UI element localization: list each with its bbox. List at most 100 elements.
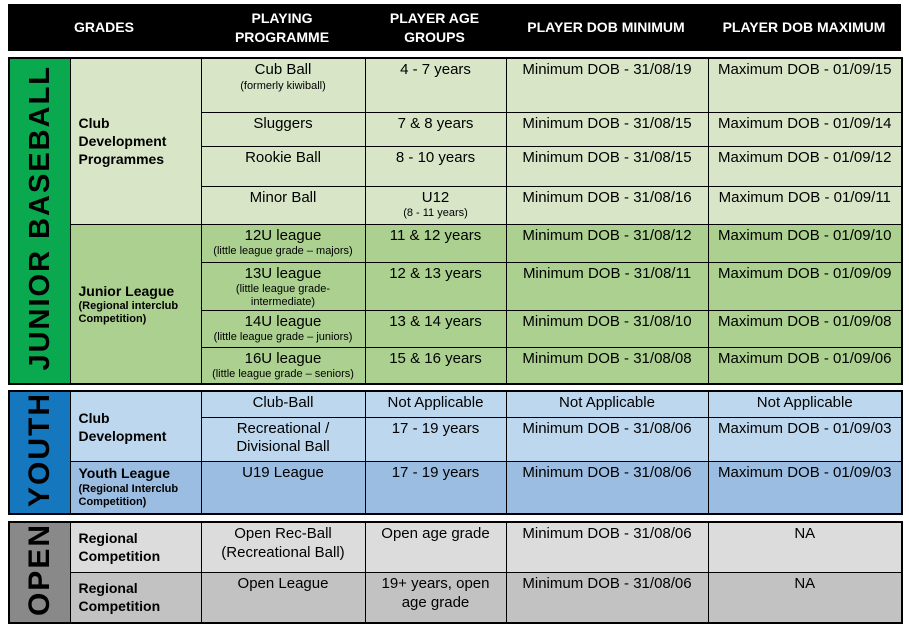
cell-playing-programme: Sluggers [200,111,366,147]
cell-dob-minimum: Minimum DOB - 31/08/12 [505,223,709,263]
cell-player-age-group: 7 & 8 years [364,111,507,147]
age-label: 15 & 16 years [389,349,482,367]
cell-dob-minimum: Minimum DOB - 31/08/15 [505,145,709,187]
junior-baseball-bar: JUNIOR BASEBALL [8,57,71,385]
dob-min-label: Not Applicable [559,394,655,412]
grade-sub-label: (Regional Interclub Competition) [78,482,179,508]
header-player-age-groups: PLAYER AGE GROUPS [389,9,480,45]
programme-sub-label: (little league grade-intermediate) [235,283,331,309]
grade-label: Club Development Programmes [78,114,167,168]
programme-sub-label: (Recreational Ball) [221,543,345,561]
dob-max-label: Maximum DOB - 01/09/15 [718,61,892,78]
table-row: YOUTH Club Development Club-Ball Not App… [8,390,903,515]
dob-max-label: Maximum DOB - 01/09/14 [718,114,892,132]
table-row: OPEN Regional Competition Open Rec-Ball(… [8,521,903,624]
table-row: Minor Ball U12 (8 - 11 years) Minimum DOB… [9,185,903,225]
grade-club-development: Club Development [69,390,202,463]
table-row: Junior League (Regional interclub Competi… [9,223,903,385]
cell-dob-minimum: Minimum DOB - 31/08/06 [505,571,709,624]
dob-max-label: Maximum DOB - 01/09/11 [718,188,891,206]
programme-label: 13U league [244,264,322,282]
age-label: 17 - 19 years [391,464,480,482]
cell-dob-minimum: Minimum DOB - 31/08/08 [505,346,709,385]
dob-max-label: Maximum DOB - 01/09/12 [718,148,892,166]
table-row: 13U league (little league grade-intermedi… [9,261,903,311]
table-row: Youth League (Regional Interclub Competit… [9,461,903,515]
programme-label: Recreational / Divisional Ball [236,419,330,456]
cell-dob-maximum: Maximum DOB - 01/09/03 [707,461,903,515]
programme-sub-label: (little league grade – juniors) [213,331,353,344]
programme-label: Sluggers [253,114,313,132]
programme-label: Rookie Ball [245,148,321,166]
junior-baseball-section: JUNIOR BASEBALL Club Development Program… [8,57,903,386]
cell-dob-maximum: NA [707,521,903,573]
dob-max-label: Maximum DOB - 01/09/03 [718,464,892,482]
age-label: 19+ years, open age grade [381,574,490,611]
grade-label: Club Development [78,409,167,444]
age-label: 8 - 10 years [395,148,476,166]
cell-dob-minimum: Not Applicable [505,390,709,418]
dob-max-label: Maximum DOB - 01/09/09 [718,264,892,282]
cell-player-age-group: U12 (8 - 11 years) [364,185,507,225]
cell-player-age-group: 13 & 14 years [364,309,507,348]
cell-dob-minimum: Minimum DOB - 31/08/19 [505,57,709,113]
cell-dob-maximum: Not Applicable [707,390,903,418]
programme-label: 16U league [244,349,322,367]
cell-playing-programme: Recreational / Divisional Ball [200,416,366,463]
age-label: 4 - 7 years [400,61,471,78]
cell-playing-programme: Rookie Ball [200,145,366,187]
dob-min-label: Minimum DOB - 31/08/06 [522,464,692,482]
cell-dob-maximum: Maximum DOB - 01/09/15 [707,57,903,113]
programme-label: Open League [237,574,329,592]
table-row: 14U league (little league grade – juniors… [9,309,903,348]
cell-player-age-group: Open age grade [364,521,507,573]
age-label: Not Applicable [387,394,484,412]
dob-min-label: Minimum DOB - 31/08/06 [522,524,692,542]
programme-label: 12U league [244,226,322,244]
programme-label: 14U league [244,312,322,330]
programme-sub-label: (little league grade – seniors) [212,368,354,381]
cell-dob-maximum: Maximum DOB - 01/09/03 [707,416,903,463]
programme-label: Open Rec-Ball [234,524,332,542]
grade-sub-label: (Regional interclub Competition) [78,299,179,325]
cell-dob-minimum: Minimum DOB - 31/08/06 [505,461,709,515]
header-player-dob-maximum: PLAYER DOB MAXIMUM [722,19,886,36]
table-row: Sluggers 7 & 8 years Minimum DOB - 31/08… [9,111,903,147]
age-label: U12 [421,188,450,206]
table-row: JUNIOR BASEBALL Club Development Program… [8,57,903,385]
dob-min-label: Minimum DOB - 31/08/08 [522,349,692,367]
cell-player-age-group: 12 & 13 years [364,261,507,311]
youth-section: YOUTH Club Development Club-Ball Not App… [8,390,903,515]
grade-club-development-programmes: Club Development Programmes [69,57,202,225]
age-label: Open age grade [381,524,490,542]
open-vertical-label: OPEN [23,522,56,616]
dob-min-label: Minimum DOB - 31/08/10 [522,312,692,330]
cell-playing-programme: Open Rec-Ball (Recreational Ball) [200,521,366,573]
cell-player-age-group: 15 & 16 years [364,346,507,385]
age-label: 7 & 8 years [397,114,474,132]
cell-dob-maximum: Maximum DOB - 01/09/12 [707,145,903,187]
programme-label: Club-Ball [252,394,314,412]
age-label: 11 & 12 years [389,226,482,244]
grade-label: Regional Competition [78,530,161,565]
table-row: Regional Competition Open League 19+ yea… [9,571,903,624]
grade-label: Youth League [78,465,171,482]
age-sub-label: (8 - 11 years) [403,207,468,220]
grade-label: Junior League [78,282,175,299]
cell-playing-programme: U19 League [200,461,366,515]
dob-min-label: Minimum DOB - 31/08/19 [522,61,692,78]
header-player-dob-minimum: PLAYER DOB MINIMUM [527,19,685,36]
programme-label: Cub Ball [254,61,312,78]
cell-player-age-group: 8 - 10 years [364,145,507,187]
cell-dob-minimum: Minimum DOB - 31/08/06 [505,521,709,573]
grade-youth-league: Youth League (Regional Interclub Competit… [69,461,202,515]
dob-max-label: Maximum DOB - 01/09/08 [718,312,892,330]
youth-bar: YOUTH [8,390,71,515]
cell-dob-maximum: Maximum DOB - 01/09/06 [707,346,903,385]
cell-dob-minimum: Minimum DOB - 31/08/15 [505,111,709,147]
dob-max-label: Maximum DOB - 01/09/10 [718,226,892,244]
cell-player-age-group: 11 & 12 years [364,223,507,263]
dob-max-label: Not Applicable [756,394,853,412]
youth-vertical-label: YOUTH [23,392,56,508]
cell-dob-maximum: Maximum DOB - 01/09/10 [707,223,903,263]
